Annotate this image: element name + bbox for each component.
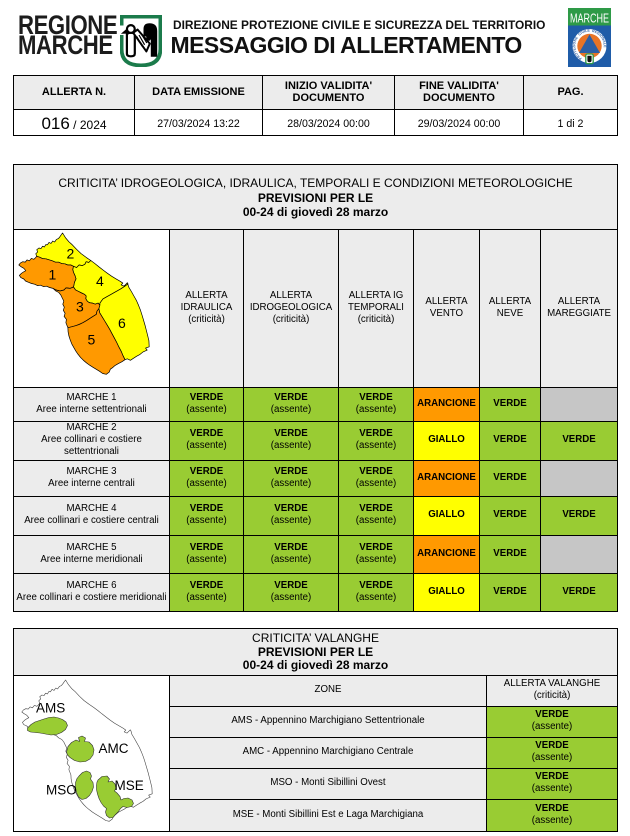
svg-text:MARCHE: MARCHE xyxy=(570,11,609,26)
svg-text:AMS: AMS xyxy=(36,701,65,716)
svg-text:1: 1 xyxy=(49,267,57,283)
svg-text:AMC: AMC xyxy=(99,741,129,756)
svg-text:3: 3 xyxy=(76,299,84,315)
svg-text:5: 5 xyxy=(88,332,96,348)
svg-text:4: 4 xyxy=(96,273,104,289)
svg-text:MSE: MSE xyxy=(115,778,144,793)
svg-text:6: 6 xyxy=(118,315,126,331)
svg-text:2: 2 xyxy=(67,246,75,262)
svg-text:MSO: MSO xyxy=(46,783,77,798)
